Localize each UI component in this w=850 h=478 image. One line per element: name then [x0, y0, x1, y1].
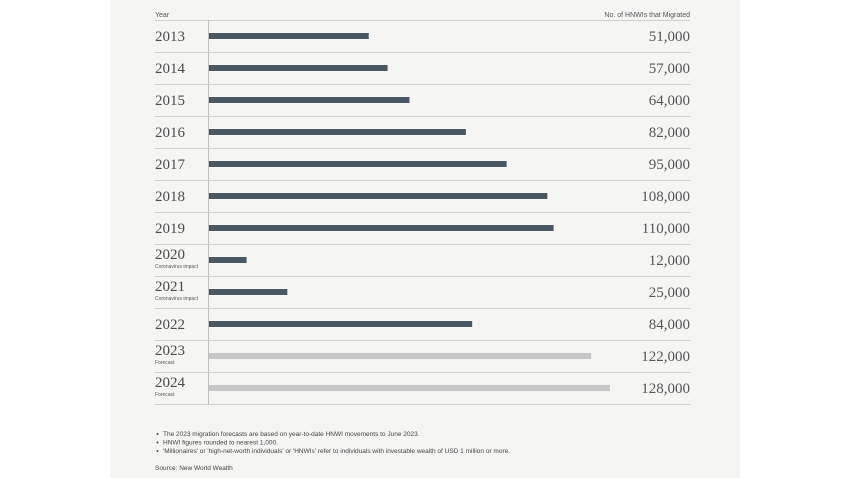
note: HNWI figures rounded to nearest 1,000. [163, 440, 278, 447]
bullet [156, 441, 159, 444]
value-label: 95,000 [649, 157, 690, 173]
year-label: 2014 [155, 61, 186, 77]
bar [209, 97, 410, 103]
year-label: 2019 [155, 221, 185, 237]
value-label: 82,000 [649, 125, 690, 141]
bar [209, 129, 466, 135]
value-label: 57,000 [649, 61, 690, 77]
bar [209, 193, 548, 199]
year-annotation: Forecast [155, 360, 175, 366]
bullet [156, 450, 159, 452]
year-annotation: Forecast [155, 392, 175, 398]
bar [209, 289, 288, 295]
value-label: 108,000 [641, 189, 690, 205]
value-label: 128,000 [641, 381, 690, 397]
value-label: 51,000 [649, 29, 690, 45]
value-label: 84,000 [649, 317, 690, 333]
source: Source: New World Wealth [155, 465, 233, 472]
year-label: 2017 [155, 157, 186, 173]
year-label: 2015 [155, 93, 185, 109]
bullet [156, 433, 159, 435]
value-label: 110,000 [642, 221, 690, 237]
bar [209, 161, 507, 167]
bar [209, 33, 369, 39]
year-label: 2021 [155, 279, 185, 295]
bar [209, 385, 610, 391]
year-annotation: Coronavirus impact [155, 264, 199, 270]
note: 'Millionaires' or 'high-net-worth indivi… [163, 448, 510, 455]
value-header: No. of HNWIs that Migrated [604, 12, 690, 19]
value-label: 122,000 [641, 349, 690, 365]
value-label: 64,000 [649, 93, 690, 109]
year-annotation: Coronavirus impact [155, 296, 199, 302]
value-label: 25,000 [649, 285, 690, 301]
bar [209, 353, 592, 359]
bar [209, 321, 473, 327]
note: The 2023 migration forecasts are based o… [163, 431, 420, 438]
year-label: 2023 [155, 343, 185, 359]
bar [209, 225, 554, 231]
bar [209, 257, 247, 263]
year-label: 2024 [155, 375, 186, 391]
panel [110, 0, 740, 478]
bar [209, 65, 388, 71]
year-label: 2013 [155, 29, 185, 45]
year-label: 2020 [155, 247, 185, 263]
category-header: Year [155, 12, 170, 19]
year-label: 2022 [155, 317, 185, 333]
year-label: 2018 [155, 189, 185, 205]
year-label: 2016 [155, 125, 186, 141]
value-label: 12,000 [649, 253, 690, 269]
